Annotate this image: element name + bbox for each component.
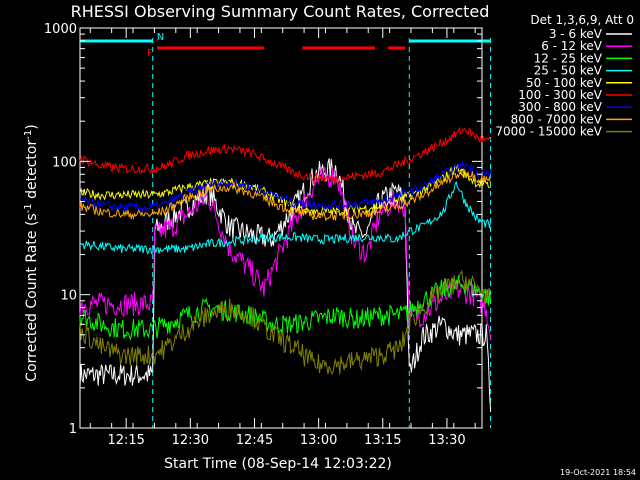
y-axis-label-sup2: -1	[23, 130, 34, 140]
y-tick-label: 1	[69, 422, 77, 437]
legend-label: 6 - 12 keV	[541, 39, 603, 53]
footer-timestamp: 19-Oct-2021 18:54	[560, 468, 636, 477]
y-axis-label-main: Corrected Count Rate (s	[24, 213, 40, 381]
series-line-3	[79, 181, 492, 255]
x-tick-label: 12:15	[107, 433, 144, 448]
chart-title: RHESSI Observing Summary Count Rates, Co…	[71, 2, 490, 21]
legend-label: 7000 - 15000 keV	[495, 125, 602, 139]
y-axis-label: Corrected Count Rate (s-1 detector-1)	[23, 124, 40, 381]
y-tick-label: 1000	[44, 22, 77, 37]
x-tick-label: 12:30	[172, 433, 209, 448]
y-axis-label-end: )	[24, 124, 40, 129]
y-tick-label: 10	[60, 289, 77, 304]
x-tick-label: 13:30	[428, 433, 465, 448]
legend-label: 800 - 7000 keV	[511, 112, 603, 126]
plot-area: NF 1 10 100 1000 12:15 12:30 12:45 13:00 13:15 13…	[44, 22, 492, 448]
x-tick-label: 12:45	[236, 433, 273, 448]
series-line-0	[79, 158, 492, 412]
x-tick-label: 13:15	[364, 433, 401, 448]
series-line-7	[79, 167, 492, 222]
legend-header: Det 1,3,6,9, Att 0	[530, 13, 634, 27]
y-tick-label: 100	[52, 155, 77, 170]
plot-frame	[79, 27, 483, 429]
legend-label: 25 - 50 keV	[534, 64, 603, 78]
legend-label: 300 - 800 keV	[518, 100, 602, 114]
y-axis-label-mid: detector	[24, 140, 40, 204]
y-axis-label-sup1: -1	[23, 203, 34, 213]
series-line-2	[79, 275, 492, 341]
flag-label-F: F	[147, 48, 153, 59]
x-axis-label: Start Time (08-Sep-14 12:03:22)	[164, 456, 392, 472]
series-line-8	[79, 269, 492, 375]
legend-label: 12 - 25 keV	[534, 51, 603, 65]
series-line-6	[79, 161, 492, 214]
x-tick-label: 13:00	[300, 433, 337, 448]
legend-label: 3 - 6 keV	[549, 27, 603, 41]
flag-label-N: N	[157, 32, 164, 43]
series-line-5	[79, 126, 492, 185]
legend-label: 100 - 300 keV	[518, 88, 602, 102]
legend-label: 50 - 100 keV	[526, 76, 603, 90]
